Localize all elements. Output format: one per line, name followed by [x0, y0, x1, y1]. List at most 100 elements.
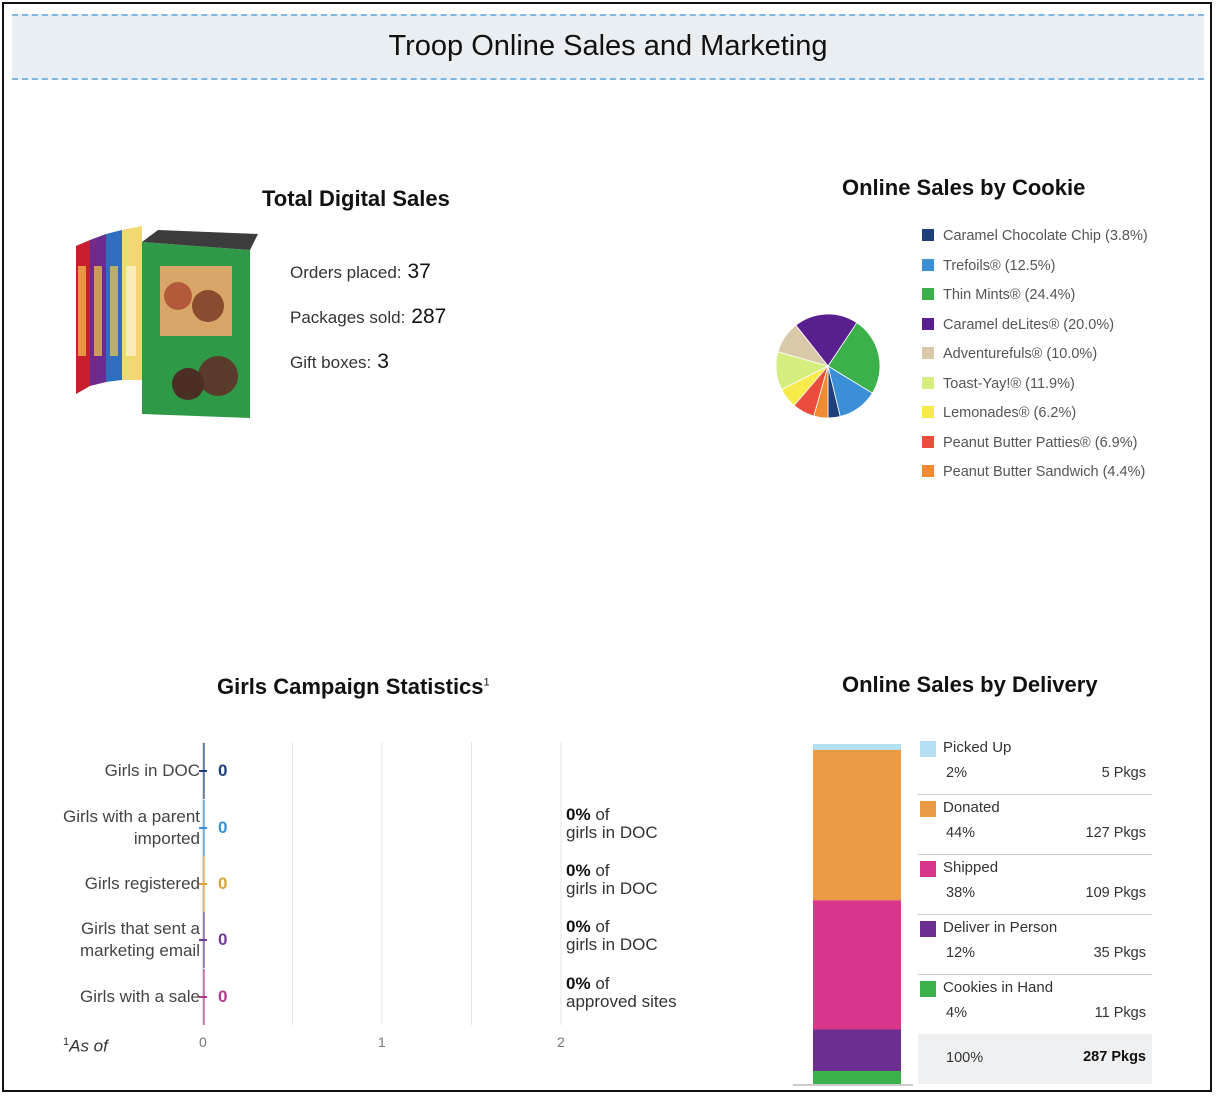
girls-row-label: Girls registered [84, 874, 200, 893]
girls-pct-value: 0% [566, 917, 591, 936]
gift-boxes-value: 3 [377, 350, 389, 373]
cookie-legend-item: Peanut Butter Patties® (6.9%) [922, 433, 1137, 453]
girls-bar-3 [203, 856, 205, 912]
delivery-legend-name: Shipped [943, 859, 999, 876]
girls-pct-value: 0% [566, 805, 591, 824]
delivery-legend-packages: 109 Pkgs [1085, 885, 1146, 901]
girls-row-value: 0 [218, 987, 228, 1006]
legend-label: Adventurefuls® (10.0%) [943, 346, 1098, 362]
girls-row-value: 0 [218, 818, 228, 837]
delivery-legend-swatch [920, 981, 936, 997]
legend-swatch [922, 288, 934, 300]
packages-sold-stat: Packages sold: 287 [290, 305, 446, 329]
girls-pct-of: of [595, 917, 610, 936]
girls-pct-target: girls in DOC [566, 823, 658, 842]
girls-row-label: Girls with a parent imported [63, 807, 200, 848]
girls-pct-target: girls in DOC [566, 935, 658, 954]
delivery-legend-percent: 2% [946, 765, 967, 781]
delivery-legend-swatch [920, 801, 936, 817]
orders-placed-label: Orders placed: [290, 263, 402, 282]
delivery-legend-name: Picked Up [943, 739, 1012, 756]
delivery-legend-packages: 35 Pkgs [1093, 945, 1146, 961]
footnote: 1As of [63, 1036, 108, 1057]
delivery-legend-separator [918, 914, 1152, 915]
cookie-legend-item: Caramel deLites® (20.0%) [922, 315, 1114, 335]
cookie-pie-chart [775, 313, 881, 419]
delivery-total-pkgs: 287 Pkgs [1083, 1049, 1146, 1065]
orders-placed-stat: Orders placed: 37 [290, 260, 431, 284]
delivery-legend-swatch [920, 921, 936, 937]
delivery-legend-name: Donated [943, 799, 1000, 816]
footnote-text: As of [69, 1036, 108, 1056]
cookie-legend-item: Peanut Butter Sandwich (4.4%) [922, 462, 1145, 482]
delivery-legend-separator [918, 854, 1152, 855]
delivery-legend-separator [918, 974, 1152, 975]
delivery-legend-name: Cookies in Hand [943, 979, 1054, 996]
footnote-marker: 1 [63, 1036, 70, 1048]
gift-boxes-label: Gift boxes: [290, 353, 372, 372]
legend-swatch [922, 376, 934, 389]
delivery-segment-4 [813, 1029, 901, 1071]
girls-stats-title: Girls Campaign Statistics1 [217, 674, 490, 700]
cookie-chart-title: Online Sales by Cookie [842, 175, 1086, 200]
delivery-legend-swatch [920, 741, 936, 757]
cookie-legend-item: Toast-Yay!® (11.9%) [922, 374, 1075, 394]
girls-row-label: Girls in DOC [104, 761, 200, 780]
delivery-legend-name: Deliver in Person [943, 919, 1058, 936]
legend-label: Peanut Butter Sandwich (4.4%) [943, 464, 1146, 480]
delivery-legend-percent: 4% [946, 1005, 967, 1021]
delivery-legend-packages: 127 Pkgs [1085, 825, 1146, 841]
cookie-legend-item: Thin Mints® (24.4%) [922, 285, 1075, 305]
girls-pct-of: of [595, 861, 610, 880]
legend-swatch [922, 406, 934, 418]
delivery-chart-title: Online Sales by Delivery [842, 672, 1098, 697]
delivery-legend-packages: 11 Pkgs [1094, 1005, 1146, 1021]
delivery-legend-packages: 5 Pkgs [1101, 765, 1146, 781]
legend-label: Toast-Yay!® (11.9%) [943, 375, 1075, 392]
packages-sold-label: Packages sold: [290, 308, 406, 327]
pie-slice-4 [795, 313, 858, 367]
cookie-legend-item: Trefoils® (12.5%) [922, 256, 1055, 276]
girls-stats-superscript: 1 [483, 676, 490, 689]
girls-bar-2 [203, 800, 205, 856]
legend-label: Thin Mints® (24.4%) [943, 287, 1076, 303]
girls-row-label: Girls that sent a marketing email [80, 919, 200, 960]
packages-sold-value: 287 [411, 305, 447, 328]
legend-label: Caramel deLites® (20.0%) [943, 316, 1115, 333]
cookie-boxes-image [76, 226, 258, 418]
delivery-segment-5 [813, 1070, 901, 1084]
girls-pct-of: of [595, 805, 610, 824]
girls-row-percent: 0% of girls in DOC [566, 918, 658, 954]
girls-bar-4 [203, 912, 205, 968]
legend-swatch [922, 258, 934, 271]
delivery-stacked-bar [793, 744, 913, 1086]
delivery-legend-separator [918, 794, 1152, 795]
girls-row-percent: 0% of girls in DOC [566, 806, 658, 842]
girls-stats-gridlines [199, 742, 562, 1025]
girls-axis-tick: 2 [557, 1034, 565, 1050]
cookie-legend-item: Caramel Chocolate Chip (3.8%) [922, 226, 1148, 246]
pie-slice-9 [813, 365, 829, 419]
orders-placed-value: 37 [407, 260, 431, 283]
girls-row-percent: 0% of approved sites [566, 975, 677, 1011]
delivery-segment-3 [813, 900, 901, 1030]
delivery-legend-percent: 38% [946, 885, 976, 901]
girls-pct-value: 0% [566, 861, 591, 880]
legend-swatch [922, 229, 934, 241]
girls-row-label: Girls with a sale [80, 987, 200, 1006]
legend-swatch [922, 347, 934, 359]
delivery-segment-1 [813, 744, 901, 750]
girls-row-percent: 0% of girls in DOC [566, 862, 658, 898]
girls-row-value: 0 [218, 930, 228, 949]
girls-bar-1 [203, 743, 205, 799]
girls-pct-target: approved sites [566, 992, 677, 1011]
legend-label: Lemonades® (6.2%) [943, 405, 1077, 421]
girls-axis-tick: 1 [378, 1034, 386, 1050]
title-banner: Troop Online Sales and Marketing [12, 14, 1204, 80]
girls-bar-5 [203, 969, 205, 1025]
girls-pct-value: 0% [566, 974, 591, 993]
page-title: Troop Online Sales and Marketing [388, 30, 828, 62]
delivery-total-pct: 100% [946, 1050, 984, 1066]
gift-boxes-stat: Gift boxes: 3 [290, 350, 389, 374]
